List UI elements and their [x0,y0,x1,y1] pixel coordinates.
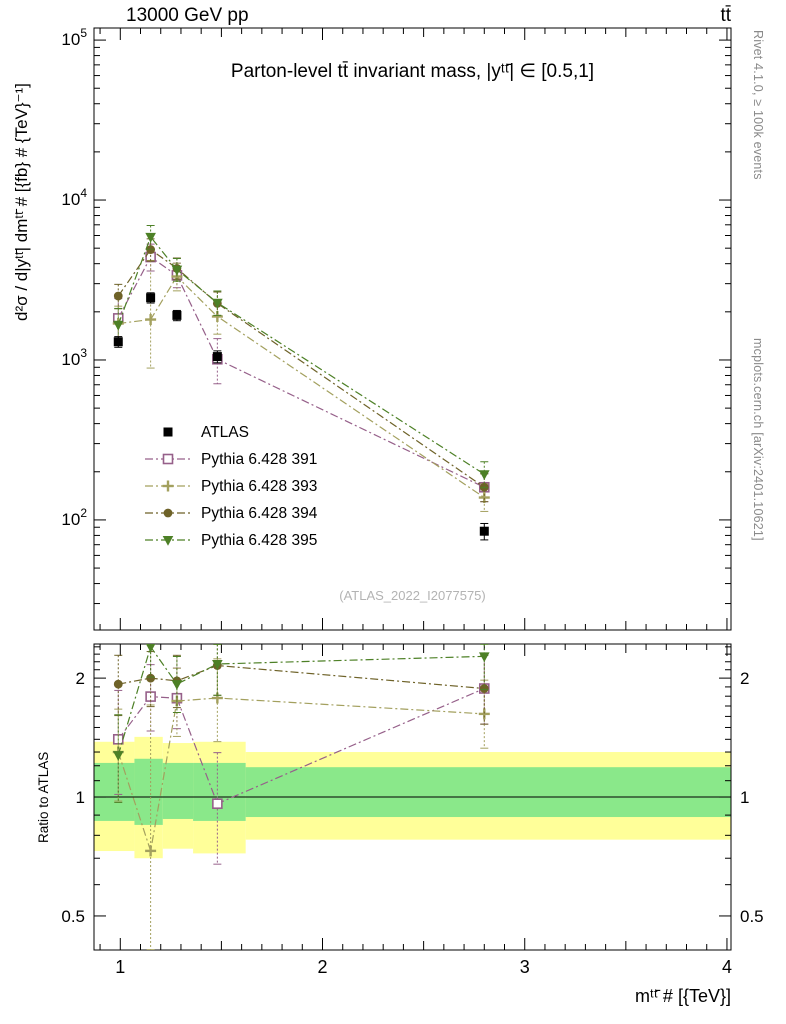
x-tick-label: 4 [722,957,732,977]
x-tick-label: 3 [520,957,530,977]
legend-label: Pythia 6.428 395 [201,532,317,549]
analysis-id-watermark: (ATLAS_2022_I2077575) [339,588,486,603]
plot-title: Parton-level tt̄ invariant mass, |yᵗᵗ̄| … [230,61,595,82]
main-y-tick-label: 105 [61,26,87,49]
legend: ATLAS Pythia 6.428 391 Pythia 6.428 393 Pyt… [145,424,318,549]
x-tick-label: 2 [318,957,328,977]
ratio-y-axis-title: Ratio to ATLAS [36,751,51,843]
rivet-version-note: Rivet 4.1.0, ≥ 100k events [751,30,765,180]
legend-entry: Pythia 6.428 395 [145,532,317,549]
mcplots-credit-note: mcplots.cern.ch [arXiv:2401.10621] [751,338,765,541]
ratio-uncertainty-bands [94,736,731,859]
green-band-segment [245,767,731,818]
axis-tick-labels: 102 103 104 105 0.5 0.5 1 1 2 2 1 2 3 4 [61,26,763,977]
main-y-tick-label: 102 [61,506,87,529]
legend-label: Pythia 6.428 391 [201,451,317,468]
process-label: tt̄ [720,5,731,26]
main-series [112,225,490,541]
ratio-y-tick-label-right: 1 [740,788,749,807]
ratio-y-tick-label: 2 [76,669,85,688]
legend-entry: Pythia 6.428 394 [145,505,318,522]
green-band-segment [193,762,246,821]
x-axis-title: mᵗᵗ̄ # [{TeV}] [635,986,731,1006]
legend-label: ATLAS [201,424,249,441]
series-pythia-6-428-395 [112,225,490,489]
green-band-segment [94,762,135,821]
main-panel-frame [93,27,732,631]
ratio-y-tick-label: 0.5 [61,907,85,926]
main-y-axis-title: d²σ / d|yᵗᵗ̄| dmᵗᵗ̄ # [{fb} # {TeV}⁻¹] [12,83,31,322]
legend-entry: Pythia 6.428 391 [145,451,317,468]
ratio-y-tick-label: 1 [76,788,85,807]
ratio-series-pythia-6-428-395 [112,644,490,803]
legend-label: Pythia 6.428 394 [201,505,318,522]
series-atlas [113,292,489,541]
x-tick-label: 1 [115,957,125,977]
ratio-y-tick-label-right: 0.5 [740,907,764,926]
ratio-y-tick-label-right: 2 [740,669,749,688]
legend-entry: ATLAS [163,424,249,441]
main-y-tick-label: 103 [61,346,87,369]
axis-ticks [94,28,731,950]
legend-entry: Pythia 6.428 393 [145,478,317,495]
green-band-segment [162,762,194,819]
green-band-segment [134,758,163,825]
beam-energy-label: 13000 GeV pp [126,5,249,26]
series-pythia-6-428-393 [112,259,490,512]
ratio-series-pythia-6-428-394 [113,644,489,725]
legend-label: Pythia 6.428 393 [201,478,317,495]
main-y-tick-label: 104 [61,186,87,209]
ratio-series [112,644,490,950]
